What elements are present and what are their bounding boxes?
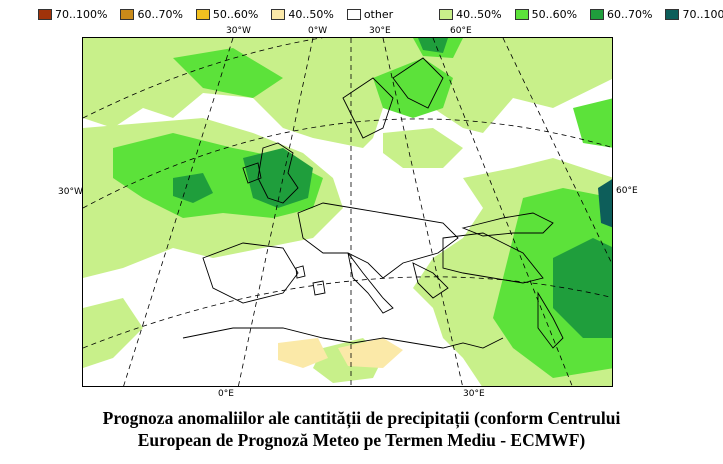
- legend-swatch: [120, 8, 135, 20]
- dark-green-areas: [173, 38, 612, 338]
- coastlines: [182, 57, 564, 349]
- legend-label: 40..50%: [288, 7, 334, 21]
- legend-item: 50..60%: [195, 7, 259, 21]
- legend-label: other: [363, 7, 394, 21]
- legend-swatch: [195, 8, 210, 20]
- legend-item: 40..50%: [439, 7, 502, 21]
- legend-label: 50..60%: [531, 7, 578, 21]
- legend-item: 60..70%: [590, 8, 652, 21]
- legend-swatch: [439, 8, 454, 20]
- dry-anomaly-areas: [278, 338, 403, 368]
- lon-label-right: 60°E: [616, 186, 638, 196]
- legend-label: 70..100%: [682, 7, 723, 21]
- caption-line-2: European de Prognoză Meteo pe Termen Med…: [137, 430, 586, 450]
- lon-label-top: 30°E: [369, 26, 391, 36]
- map-caption: Prognoza anomaliilor ale cantității de p…: [0, 407, 723, 451]
- legend-item: other: [346, 7, 394, 21]
- legend-item: 70..100%: [38, 8, 107, 21]
- lon-label-bottom: 0°E: [218, 389, 234, 399]
- legend-swatch: [590, 8, 605, 20]
- lon-label-top: 60°E: [450, 26, 472, 36]
- legend-label: 70..100%: [55, 7, 108, 21]
- legend-swatch: [38, 8, 52, 20]
- legend-swatch: [665, 8, 680, 20]
- lon-label-top: 0°W: [308, 26, 328, 36]
- legend-label: 50..60%: [212, 7, 259, 21]
- legend-label: 60..70%: [607, 7, 653, 21]
- legend-swatch: [271, 8, 286, 20]
- legend-swatch: [346, 8, 361, 20]
- lon-label-bottom: 30°E: [463, 389, 485, 399]
- legend-swatch: [514, 8, 529, 20]
- precipitation-anomaly-map: [82, 37, 613, 387]
- legend-item: 50..60%: [514, 7, 578, 21]
- caption-line-1: Prognoza anomaliilor ale cantității de p…: [102, 408, 621, 428]
- legend-item: 40..50%: [271, 7, 334, 21]
- lon-label-left: 30°W: [58, 187, 83, 197]
- legend: 70..100% 60..70% 50..60% 40..50% other 4…: [38, 6, 723, 22]
- teal-areas: [598, 179, 612, 228]
- legend-label: 40..50%: [456, 7, 502, 21]
- legend-item: 60..70%: [120, 7, 183, 21]
- lon-label-top: 30°W: [226, 26, 251, 36]
- map-canvas: [83, 38, 612, 386]
- legend-item: 70..100%: [665, 8, 723, 21]
- legend-label: 60..70%: [137, 7, 183, 21]
- graticule: [83, 38, 612, 386]
